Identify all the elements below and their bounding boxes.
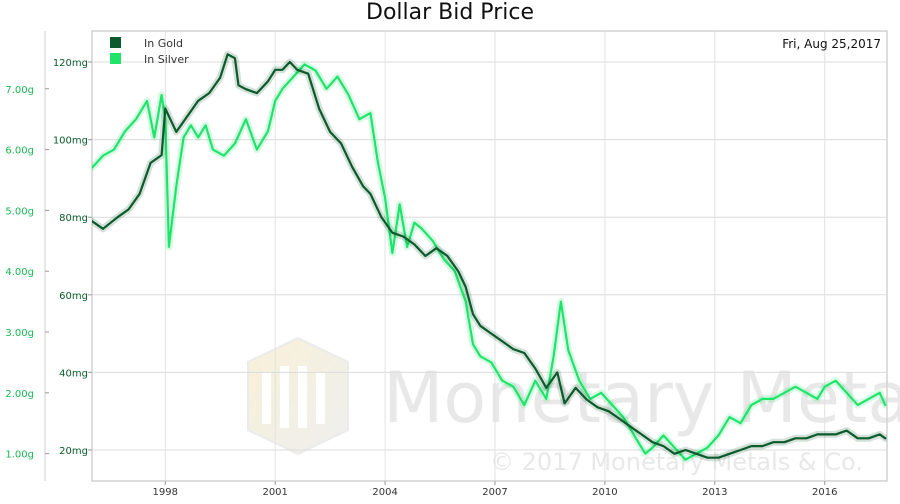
watermark-brand: Monetary Metals	[383, 357, 900, 439]
grid-layer	[92, 31, 887, 481]
x-tick-label: 2007	[482, 487, 507, 498]
x-axis: 1998 2001 2004 2007 2010 2013 2016	[153, 481, 837, 498]
gold-axis: 20mg 40mg 60mg 80mg 100mg 120mg	[53, 58, 92, 457]
watermark-logo	[247, 336, 349, 456]
silver-tick-label: 7.00g	[5, 85, 34, 96]
gold-tick-label: 100mg	[53, 136, 88, 147]
x-tick-label: 2016	[812, 487, 837, 498]
silver-tick-label: 1.00g	[5, 450, 34, 461]
legend-swatch-silver	[110, 53, 121, 64]
legend-item-gold[interactable]: In Gold	[110, 37, 183, 50]
chart-date: Fri, Aug 25,2017	[782, 37, 881, 51]
series-gold-line	[92, 53, 887, 459]
gold-tick-label: 120mg	[53, 58, 88, 69]
gold-tick-label: 20mg	[59, 446, 88, 457]
silver-tick-label: 6.00g	[5, 146, 34, 157]
silver-axis: 1.00g 2.00g 3.00g 4.00g 5.00g 6.00g 7.00g	[5, 31, 49, 481]
x-tick-label: 2010	[592, 487, 617, 498]
legend-label-silver: In Silver	[144, 53, 189, 66]
legend: In Gold In Silver	[110, 37, 189, 66]
legend-swatch-gold	[110, 37, 121, 48]
gold-tick-label: 80mg	[59, 213, 88, 224]
chart-title: Dollar Bid Price	[366, 0, 534, 25]
x-tick-label: 2013	[702, 487, 727, 498]
x-tick-label: 2004	[372, 487, 397, 498]
silver-tick-label: 5.00g	[5, 206, 34, 217]
silver-tick-label: 3.00g	[5, 328, 34, 339]
series-silver-line	[92, 63, 887, 461]
silver-tick-label: 2.00g	[5, 389, 34, 400]
x-tick-label: 2001	[262, 487, 287, 498]
gold-tick-label: 40mg	[59, 368, 88, 379]
legend-item-silver[interactable]: In Silver	[110, 53, 189, 66]
gold-tick-label: 60mg	[59, 291, 88, 302]
series-layer	[92, 50, 887, 464]
silver-tick-label: 4.00g	[5, 267, 34, 278]
legend-label-gold: In Gold	[144, 37, 183, 50]
plot-area	[91, 30, 888, 482]
x-tick-label: 1998	[153, 487, 178, 498]
